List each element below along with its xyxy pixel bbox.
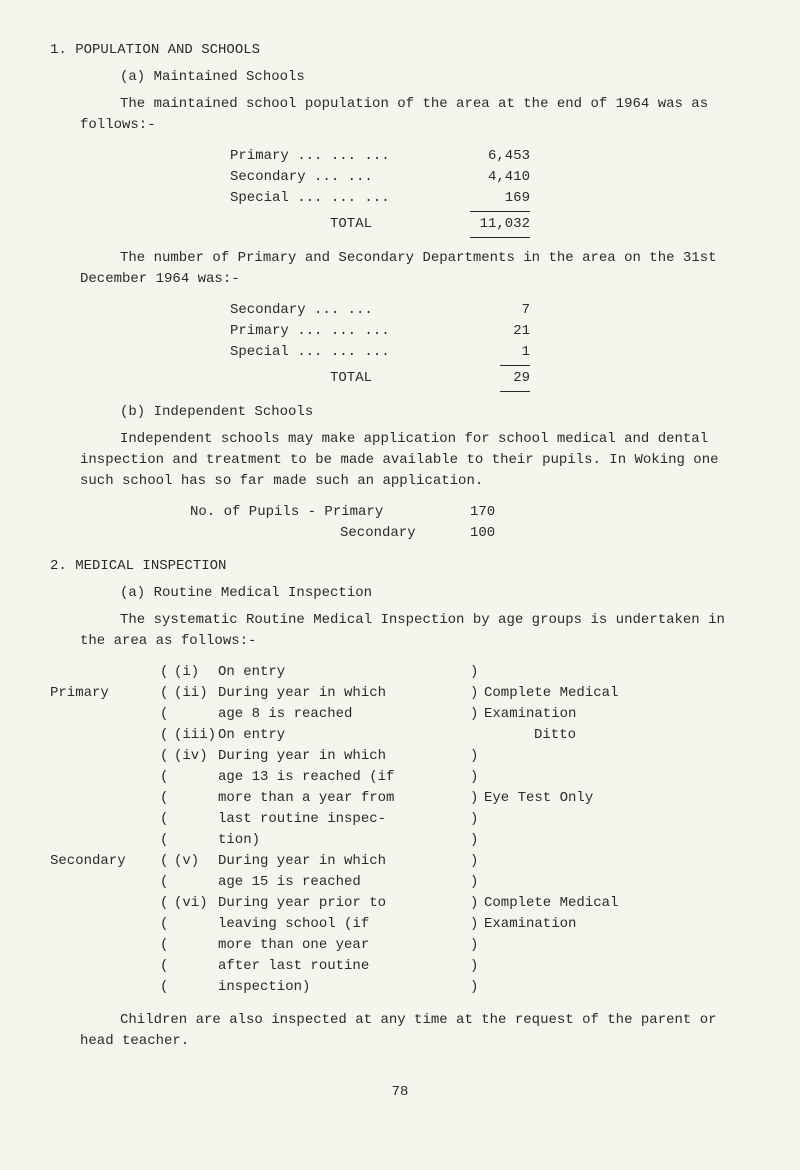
section-1b-heading: (b) Independent Schools	[50, 402, 750, 423]
total-label: TOTAL	[230, 214, 450, 235]
item-number: (ii)	[174, 683, 218, 704]
para-1a-text: The maintained school population of the …	[80, 96, 708, 133]
row-value: 100	[470, 523, 530, 544]
secondary-label: Secondary	[50, 851, 160, 872]
row-label: Secondary ... ...	[230, 300, 450, 321]
item-text: inspection)	[218, 977, 470, 998]
row-label: Special ... ... ...	[230, 342, 450, 363]
item-number: (v)	[174, 851, 218, 872]
row-value: 169	[450, 188, 530, 209]
result-text: Ditto	[484, 725, 690, 746]
inspection-table: Primary Secondary ((i)On entry ((ii)Duri…	[50, 662, 750, 998]
total-value: 11,032	[450, 214, 530, 235]
row-value: 21	[450, 321, 530, 342]
para-1b: Independent schools may make application…	[50, 429, 750, 492]
result-text: Complete Medical	[484, 683, 690, 704]
rule-line	[470, 211, 530, 212]
item-text: During year in which	[218, 851, 470, 872]
item-text: During year in which	[218, 683, 470, 704]
item-number: (iv)	[174, 746, 218, 767]
closing-text: Children are also inspected at any time …	[80, 1012, 717, 1049]
section-1a-heading: (a) Maintained Schools	[50, 67, 750, 88]
total-value: 29	[450, 368, 530, 389]
row-value: 7	[450, 300, 530, 321]
result-text: Eye Test Only	[484, 788, 690, 809]
item-text: During year in which	[218, 746, 470, 767]
inspection-mid-col: ((i)On entry ((ii)During year in which (…	[160, 662, 470, 998]
row-label: Special ... ... ...	[230, 188, 450, 209]
result-text: Examination	[484, 914, 690, 935]
table-departments: Secondary ... ...7 Primary ... ... ...21…	[230, 300, 750, 392]
page-number: 78	[50, 1082, 750, 1103]
table-maintained-population: Primary ... ... ...6,453 Secondary ... .…	[230, 146, 750, 238]
para-1a: The maintained school population of the …	[50, 94, 750, 136]
para-1a2: The number of Primary and Secondary Depa…	[50, 248, 750, 290]
para-2a-text: The systematic Routine Medical Inspectio…	[80, 612, 725, 649]
row-label: Primary ... ... ...	[230, 321, 450, 342]
section-2-heading: 2. MEDICAL INSPECTION	[50, 556, 750, 577]
para-1b-text: Independent schools may make application…	[80, 431, 719, 489]
section-1-heading: 1. POPULATION AND SCHOOLS	[50, 40, 750, 61]
row-value: 170	[470, 502, 530, 523]
row-label: Secondary	[190, 523, 470, 544]
item-text: On entry	[218, 662, 470, 683]
item-text: On entry	[218, 725, 470, 746]
item-text: leaving school (if	[218, 914, 470, 935]
item-number: (vi)	[174, 893, 218, 914]
row-value: 1	[450, 342, 530, 363]
item-number: (iii)	[174, 725, 218, 746]
inspection-right-col: ) )Complete Medical )Examination Ditto )…	[470, 662, 690, 998]
row-value: 4,410	[450, 167, 530, 188]
total-label: TOTAL	[230, 368, 450, 389]
item-text: age 15 is reached	[218, 872, 470, 893]
result-text: Examination	[484, 704, 690, 725]
item-text: age 8 is reached	[218, 704, 470, 725]
row-label: No. of Pupils - Primary	[190, 502, 470, 523]
rule-line	[500, 365, 530, 366]
para-1a2-text: The number of Primary and Secondary Depa…	[80, 250, 717, 287]
item-text: tion)	[218, 830, 470, 851]
item-text: last routine inspec-	[218, 809, 470, 830]
item-number: (i)	[174, 662, 218, 683]
item-text: age 13 is reached (if	[218, 767, 470, 788]
para-2a: The systematic Routine Medical Inspectio…	[50, 610, 750, 652]
section-2a-heading: (a) Routine Medical Inspection	[50, 583, 750, 604]
rule-line	[500, 391, 530, 392]
item-text: more than one year	[218, 935, 470, 956]
result-text: Complete Medical	[484, 893, 690, 914]
item-text: after last routine	[218, 956, 470, 977]
rule-line	[470, 237, 530, 238]
inspection-left-col: Primary Secondary	[50, 662, 160, 998]
table-independent-pupils: No. of Pupils - Primary170 Secondary100	[190, 502, 750, 544]
item-text: During year prior to	[218, 893, 470, 914]
closing-para: Children are also inspected at any time …	[50, 1010, 750, 1052]
row-label: Secondary ... ...	[230, 167, 450, 188]
row-value: 6,453	[450, 146, 530, 167]
row-label: Primary ... ... ...	[230, 146, 450, 167]
primary-label: Primary	[50, 683, 160, 704]
item-text: more than a year from	[218, 788, 470, 809]
